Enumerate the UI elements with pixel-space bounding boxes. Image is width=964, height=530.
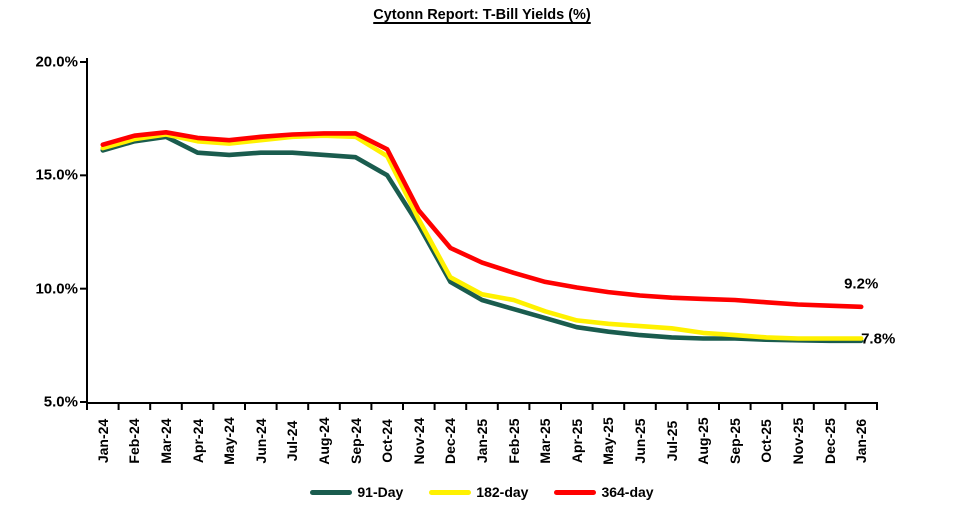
legend-label: 91-Day xyxy=(357,484,404,500)
x-axis-label: Mar-24 xyxy=(158,418,174,464)
x-axis-label: Jan-25 xyxy=(474,418,490,464)
data-label: 7.8% xyxy=(861,330,896,348)
x-axis-label: Nov-24 xyxy=(410,417,427,465)
x-axis-label: Jun-24 xyxy=(252,418,269,464)
legend-swatch xyxy=(554,489,597,495)
legend-swatch xyxy=(310,489,353,495)
x-axis-label: Jul-24 xyxy=(284,420,301,462)
legend-swatch xyxy=(429,489,472,495)
legend-item-364-day: 364-day xyxy=(554,484,654,500)
series-line-182-day xyxy=(100,132,864,341)
x-axis-label: Jan-26 xyxy=(853,418,870,464)
y-axis-label: 20.0% xyxy=(35,53,78,71)
legend: 91-Day 182-day 364-day xyxy=(0,480,964,504)
x-axis-label: Sep-25 xyxy=(726,418,743,464)
series-line-91-day xyxy=(100,134,864,344)
y-axis-label: 5.0% xyxy=(43,393,78,411)
data-label: 9.2% xyxy=(844,275,879,293)
x-axis-label: Jan-24 xyxy=(94,418,111,464)
legend-item-91-day: 91-Day xyxy=(310,484,403,500)
x-axis-label: May-25 xyxy=(600,417,617,465)
x-axis-label: Nov-25 xyxy=(790,417,806,465)
legend-label: 182-day xyxy=(476,484,529,500)
x-axis-label: Feb-24 xyxy=(126,418,143,464)
x-axis-label: Feb-25 xyxy=(505,418,522,464)
x-axis-label: Sep-24 xyxy=(347,418,364,464)
chart-title: Cytonn Report: T-Bill Yields (%) xyxy=(373,7,591,23)
x-axis-label: Apr-24 xyxy=(189,418,206,464)
x-axis-label: Jun-25 xyxy=(632,418,648,464)
x-axis-label: Dec-24 xyxy=(442,418,459,464)
series-line-364-day xyxy=(100,130,864,310)
x-axis-label: Apr-25 xyxy=(568,418,585,464)
y-axis-label: 15.0% xyxy=(35,166,78,184)
legend-item-182-day: 182-day xyxy=(429,484,528,500)
x-axis-label: Mar-25 xyxy=(537,418,554,464)
x-axis-label: Oct-24 xyxy=(379,419,396,463)
x-axis-label: May-24 xyxy=(221,417,238,465)
x-axis-label: Jul-25 xyxy=(663,420,680,462)
x-axis-label: Dec-25 xyxy=(821,418,838,464)
x-axis-label: Aug-25 xyxy=(695,417,712,465)
legend-label: 364-day xyxy=(601,484,654,500)
x-axis-label: Aug-24 xyxy=(316,417,332,465)
y-axis-label: 10.0% xyxy=(35,280,78,298)
x-axis-label: Oct-25 xyxy=(758,419,775,463)
